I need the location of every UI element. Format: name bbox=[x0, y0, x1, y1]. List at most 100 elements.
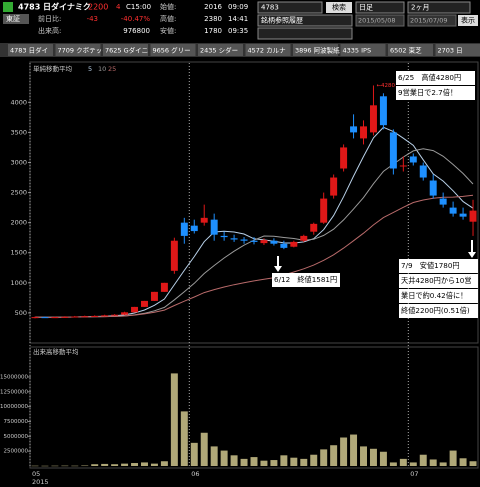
tab-label: 4335 IPS bbox=[343, 47, 372, 55]
label: 高値: bbox=[160, 14, 176, 23]
candle-body bbox=[469, 210, 477, 222]
code-input[interactable] bbox=[257, 1, 323, 14]
panel-title: 出来高移動平均 bbox=[33, 347, 79, 356]
volume-bar bbox=[240, 458, 248, 466]
span-select[interactable] bbox=[407, 1, 471, 14]
volume-bar bbox=[270, 460, 278, 466]
tab-label: 6502 東芝 bbox=[390, 46, 422, 55]
market-box[interactable] bbox=[3, 14, 29, 24]
y-tick-label: 4000 bbox=[10, 98, 27, 106]
x-tick-label: 07 bbox=[410, 470, 418, 478]
candle-body bbox=[91, 315, 99, 317]
from-input[interactable] bbox=[355, 14, 405, 27]
annotation: 9営業日で2.7倍！ bbox=[398, 88, 457, 97]
candle-body bbox=[409, 156, 417, 163]
search-button[interactable] bbox=[326, 2, 352, 13]
volume-bar bbox=[320, 449, 328, 466]
y-tick-label: 2000 bbox=[10, 219, 27, 227]
to: 2015/07/09 bbox=[410, 17, 447, 25]
value: 2380 bbox=[204, 15, 222, 23]
volume-bar bbox=[409, 462, 417, 466]
y-tick-label: 1500 bbox=[10, 249, 27, 257]
candle-body bbox=[111, 314, 119, 316]
tab[interactable] bbox=[293, 44, 338, 56]
candle-body bbox=[220, 235, 228, 238]
candle-body bbox=[369, 105, 377, 133]
candle-body bbox=[340, 147, 348, 169]
legend-item: 10 bbox=[98, 65, 106, 73]
value: 976800 bbox=[123, 27, 150, 35]
tab-label: 3896 阿波製紙 bbox=[295, 46, 340, 55]
candle-body bbox=[240, 239, 248, 241]
tab[interactable] bbox=[245, 44, 291, 56]
candle-body bbox=[300, 235, 308, 241]
time: C15:00 bbox=[126, 3, 151, 11]
label: 出来高: bbox=[38, 26, 61, 35]
tab[interactable] bbox=[150, 44, 196, 56]
tab-label: 2703 日 bbox=[438, 47, 463, 55]
y-tick-label: 3500 bbox=[10, 128, 27, 136]
type-select[interactable] bbox=[355, 1, 405, 14]
icon bbox=[3, 2, 13, 12]
value: 14:41 bbox=[228, 15, 248, 23]
volume-bar bbox=[101, 463, 109, 466]
candle-body bbox=[260, 240, 268, 244]
tab-label: 7709 クボテック bbox=[58, 47, 109, 55]
annotation-bg bbox=[272, 273, 340, 287]
show-button[interactable] bbox=[458, 15, 478, 26]
to-input[interactable] bbox=[407, 14, 457, 27]
volume-bar bbox=[439, 462, 447, 466]
candle-body bbox=[360, 126, 367, 139]
annotation: 業日で約0.42倍に！ bbox=[401, 291, 467, 300]
tab[interactable] bbox=[340, 44, 386, 56]
tab[interactable] bbox=[8, 44, 53, 56]
volume-bar bbox=[41, 465, 49, 467]
candle-body bbox=[230, 238, 238, 240]
volume-bar bbox=[230, 455, 238, 466]
volume-bar bbox=[81, 465, 89, 467]
code-name: 4783 日ダイナミク bbox=[18, 2, 91, 12]
tab-label: 4572 カルナ bbox=[248, 47, 286, 55]
volume-bar bbox=[31, 465, 39, 467]
volume-bar bbox=[280, 455, 288, 466]
tab[interactable] bbox=[198, 44, 243, 56]
candle-body bbox=[379, 96, 387, 126]
volume-bar bbox=[190, 442, 198, 466]
y-tick-label: 10000000 bbox=[0, 404, 28, 410]
volume-bar bbox=[150, 463, 158, 466]
moving-average bbox=[34, 194, 474, 318]
period-type: 日足 bbox=[359, 4, 373, 12]
candle-body bbox=[131, 306, 139, 313]
empty-select[interactable] bbox=[257, 27, 353, 40]
tab[interactable] bbox=[388, 44, 433, 56]
y-tick-label: 5000000 bbox=[4, 434, 29, 440]
candle-body bbox=[210, 219, 218, 235]
tab[interactable] bbox=[435, 44, 480, 56]
tab[interactable] bbox=[103, 44, 148, 56]
value: 1780 bbox=[204, 27, 222, 35]
price: 2200 bbox=[88, 3, 108, 12]
volume-bar bbox=[449, 450, 457, 466]
volume-bar bbox=[469, 461, 477, 466]
candle-body bbox=[399, 165, 407, 167]
y-tick-label: 7500000 bbox=[4, 419, 29, 425]
legend-item: 5 bbox=[88, 65, 92, 73]
volume-bar bbox=[141, 462, 148, 466]
label: 始値: bbox=[160, 2, 176, 11]
volume-bar bbox=[429, 459, 437, 466]
tab[interactable] bbox=[55, 44, 101, 56]
legend-title: 単純移動平均 bbox=[33, 64, 73, 73]
volume-panel bbox=[29, 346, 479, 469]
value: 09:35 bbox=[228, 27, 248, 35]
candle-body bbox=[190, 225, 198, 232]
label: 前日比: bbox=[38, 14, 61, 23]
candle-body bbox=[200, 217, 208, 223]
history-select[interactable] bbox=[257, 14, 353, 27]
volume-bar bbox=[210, 446, 218, 466]
candle-body bbox=[290, 241, 298, 247]
volume-bar bbox=[360, 446, 367, 466]
candle-body bbox=[121, 312, 129, 315]
volume-bar bbox=[260, 460, 268, 466]
candle-body bbox=[310, 223, 318, 232]
candle-body bbox=[270, 240, 278, 244]
